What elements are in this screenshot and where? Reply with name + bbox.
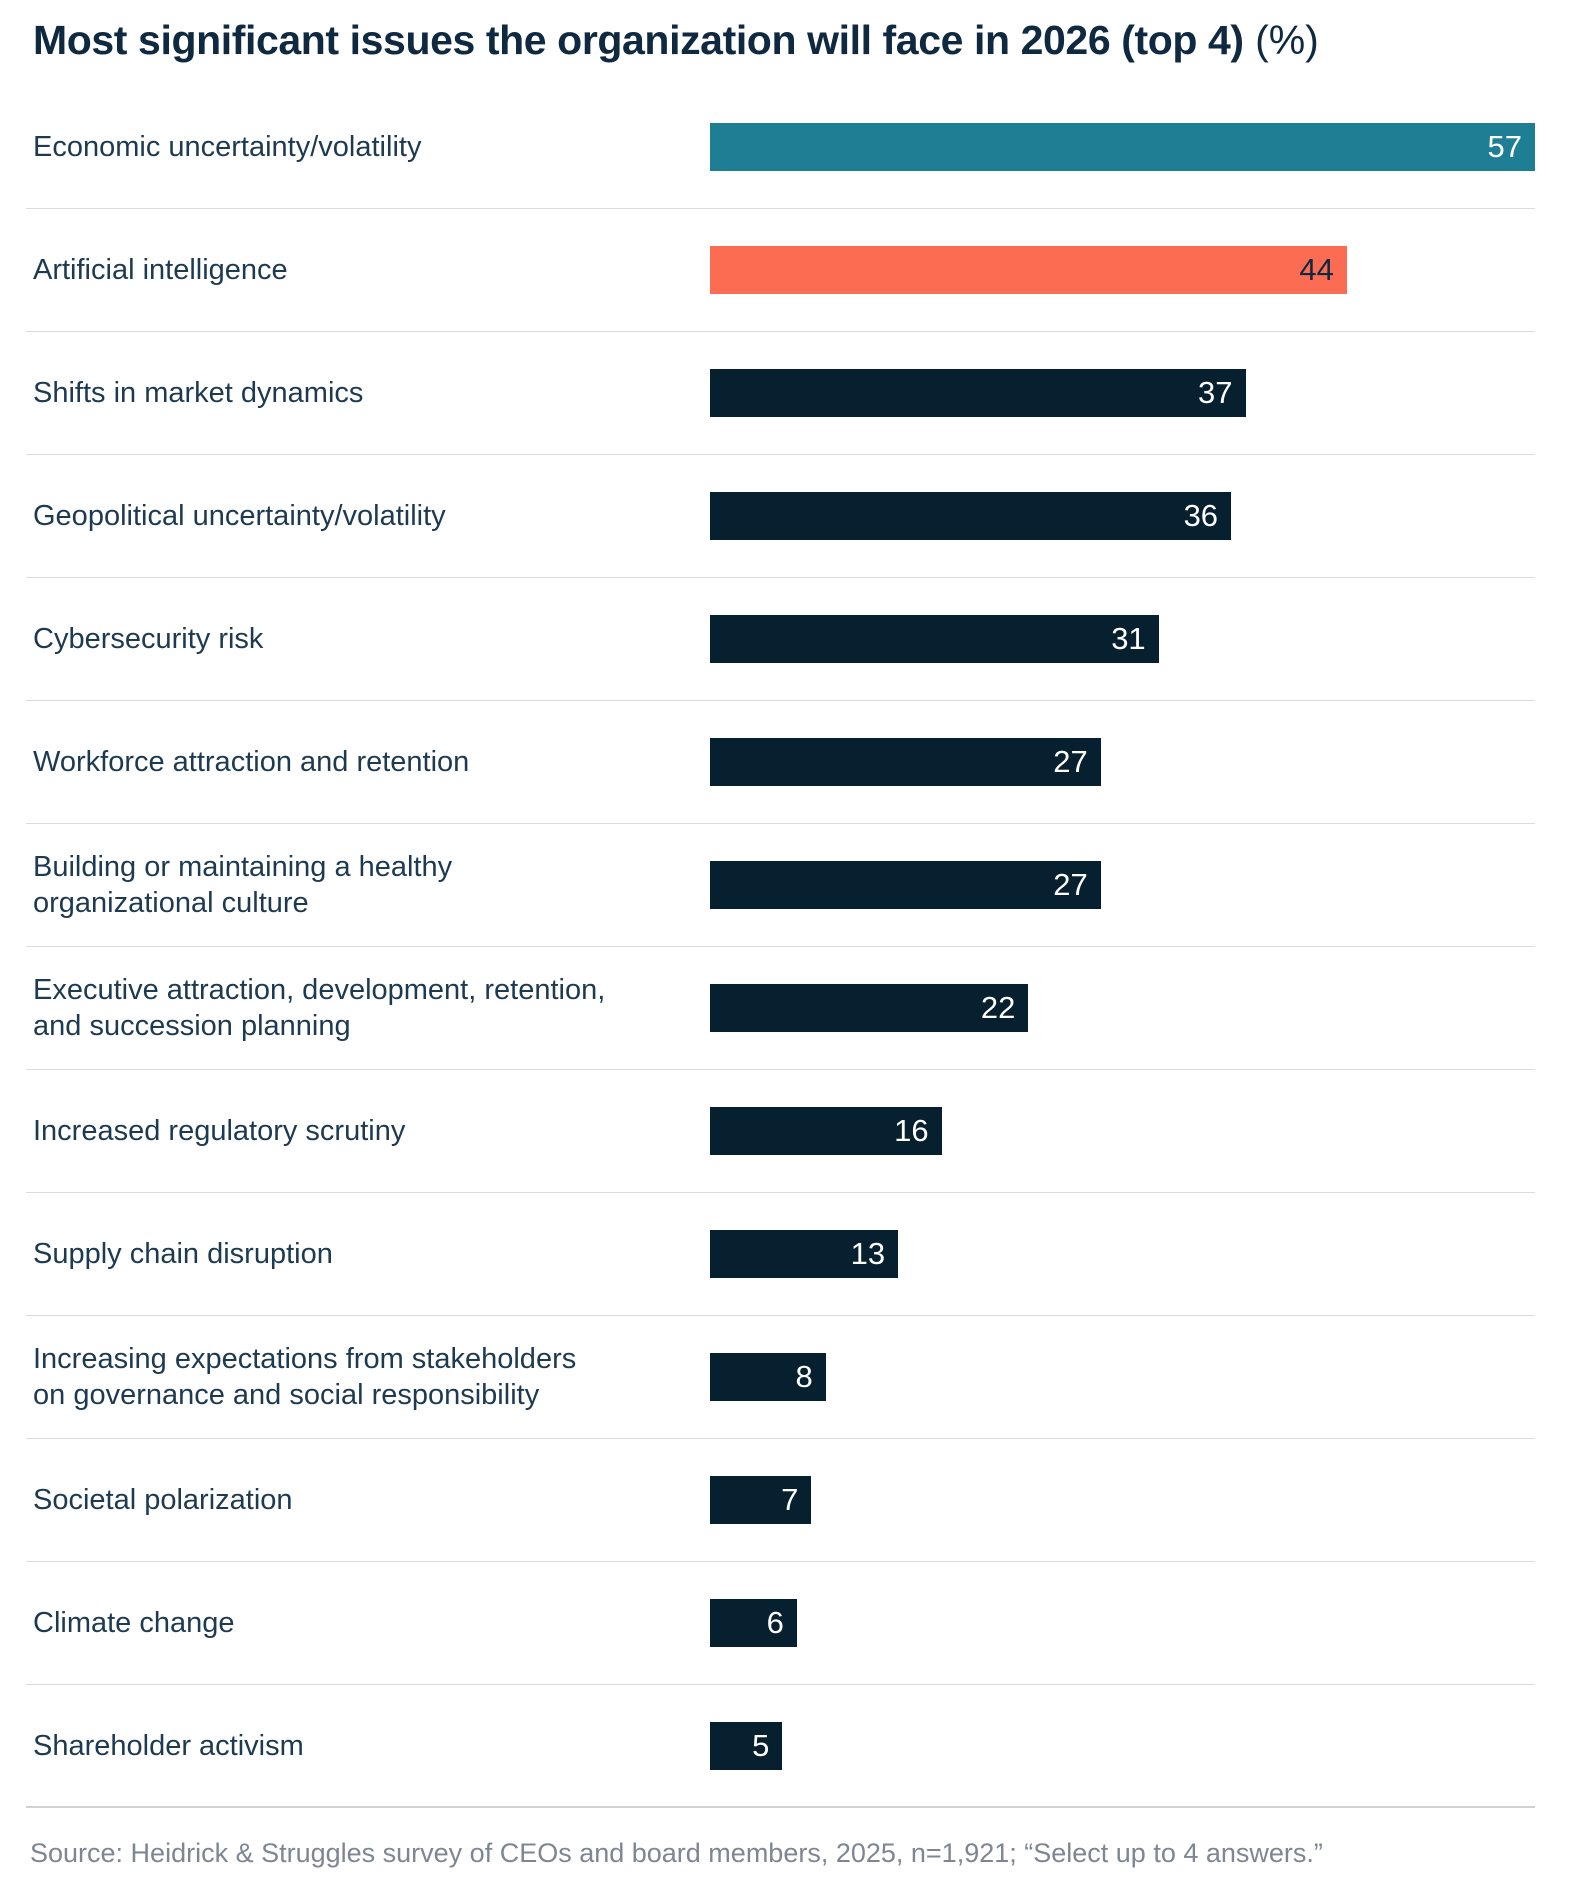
bar-track: 27 — [710, 738, 1535, 786]
category-label: Climate change — [33, 1607, 235, 1639]
category-label: Cybersecurity risk — [33, 623, 264, 655]
bar-track: 13 — [710, 1230, 1535, 1278]
chart-row: Increased regulatory scrutiny 16 — [26, 1070, 1535, 1193]
value-label: 22 — [980, 990, 1016, 1025]
chart-title-unit: (%) — [1243, 17, 1319, 63]
value-label: 6 — [766, 1605, 784, 1640]
category-label: Supply chain disruption — [33, 1238, 333, 1270]
value-label: 44 — [1299, 252, 1334, 287]
value-label: 27 — [1053, 867, 1088, 902]
bar: 7 — [710, 1476, 812, 1524]
chart-row: Climate change 6 — [26, 1562, 1535, 1685]
bar-track: 7 — [710, 1476, 1535, 1524]
category-label: Societal polarization — [33, 1484, 293, 1516]
chart-row: Building or maintaining a healthy organi… — [26, 824, 1535, 947]
chart-row: Geopolitical uncertainty/volatility 36 — [26, 455, 1535, 578]
value-label: 31 — [1111, 621, 1146, 656]
chart-row: Increasing expectations from stakeholder… — [26, 1316, 1535, 1439]
chart-row: Executive attraction, development, reten… — [26, 947, 1535, 1070]
bar: 13 — [710, 1230, 899, 1278]
category-label: Increasing expectations from stakeholder… — [33, 1343, 577, 1411]
bar-track: 37 — [710, 369, 1535, 417]
value-label: 13 — [850, 1236, 886, 1271]
bar-track: 44 — [710, 246, 1535, 294]
bar: 5 — [710, 1721, 783, 1770]
bar-track: 36 — [710, 492, 1535, 540]
category-label: Artificial intelligence — [33, 254, 288, 286]
category-label: Geopolitical uncertainty/volatility — [33, 500, 446, 532]
bar: 27 — [710, 861, 1101, 909]
chart-row: Shareholder activism 5 — [26, 1685, 1535, 1808]
value-label: 16 — [894, 1113, 929, 1148]
bar-track: 27 — [710, 861, 1535, 909]
chart-row: Societal polarization 7 — [26, 1439, 1535, 1562]
bar: 6 — [710, 1599, 797, 1647]
chart-row: Supply chain disruption 13 — [26, 1193, 1535, 1316]
chart-row: Cybersecurity risk 31 — [26, 578, 1535, 701]
category-label: Economic uncertainty/volatility — [33, 131, 422, 163]
value-label: 5 — [752, 1727, 770, 1763]
bar: 8 — [710, 1353, 826, 1401]
category-label: Shareholder activism — [33, 1729, 304, 1762]
bar-track: 16 — [710, 1107, 1535, 1155]
bar: 27 — [710, 738, 1101, 786]
bar: 37 — [710, 369, 1246, 417]
chart-row: Shifts in market dynamics 37 — [26, 332, 1535, 455]
bar-track: 5 — [710, 1721, 1535, 1770]
chart-title: Most significant issues the organization… — [33, 16, 1535, 64]
bar: 31 — [710, 615, 1159, 663]
bar-chart: Economic uncertainty/volatility 57 Artific… — [26, 86, 1535, 1808]
value-label: 27 — [1053, 744, 1088, 779]
chart-row: Workforce attraction and retention 27 — [26, 701, 1535, 824]
bar-track: 31 — [710, 615, 1535, 663]
bar: 44 — [710, 246, 1347, 294]
category-label: Shifts in market dynamics — [33, 377, 364, 409]
bar: 57 — [710, 123, 1535, 171]
category-label: Increased regulatory scrutiny — [33, 1115, 406, 1147]
chart-row: Economic uncertainty/volatility 57 — [26, 86, 1535, 209]
value-label: 8 — [795, 1359, 813, 1394]
chart-title-text: Most significant issues the organization… — [33, 17, 1244, 63]
bar: 16 — [710, 1107, 942, 1155]
bar-track: 57 — [710, 123, 1535, 171]
bar-track: 8 — [710, 1353, 1535, 1401]
value-label: 36 — [1183, 498, 1219, 533]
bar: 36 — [710, 492, 1232, 540]
value-label: 37 — [1198, 375, 1233, 410]
bar-track: 6 — [710, 1599, 1535, 1647]
value-label: 7 — [781, 1482, 799, 1517]
source-note: Source: Heidrick & Struggles survey of C… — [30, 1838, 1323, 1868]
category-label: Building or maintaining a healthy organi… — [33, 851, 453, 919]
bar-track: 22 — [710, 984, 1535, 1032]
bar: 22 — [710, 984, 1029, 1032]
category-label: Executive attraction, development, reten… — [33, 974, 606, 1042]
value-label: 57 — [1487, 129, 1522, 164]
chart-row: Artificial intelligence 44 — [26, 209, 1535, 332]
category-label: Workforce attraction and retention — [33, 746, 470, 778]
